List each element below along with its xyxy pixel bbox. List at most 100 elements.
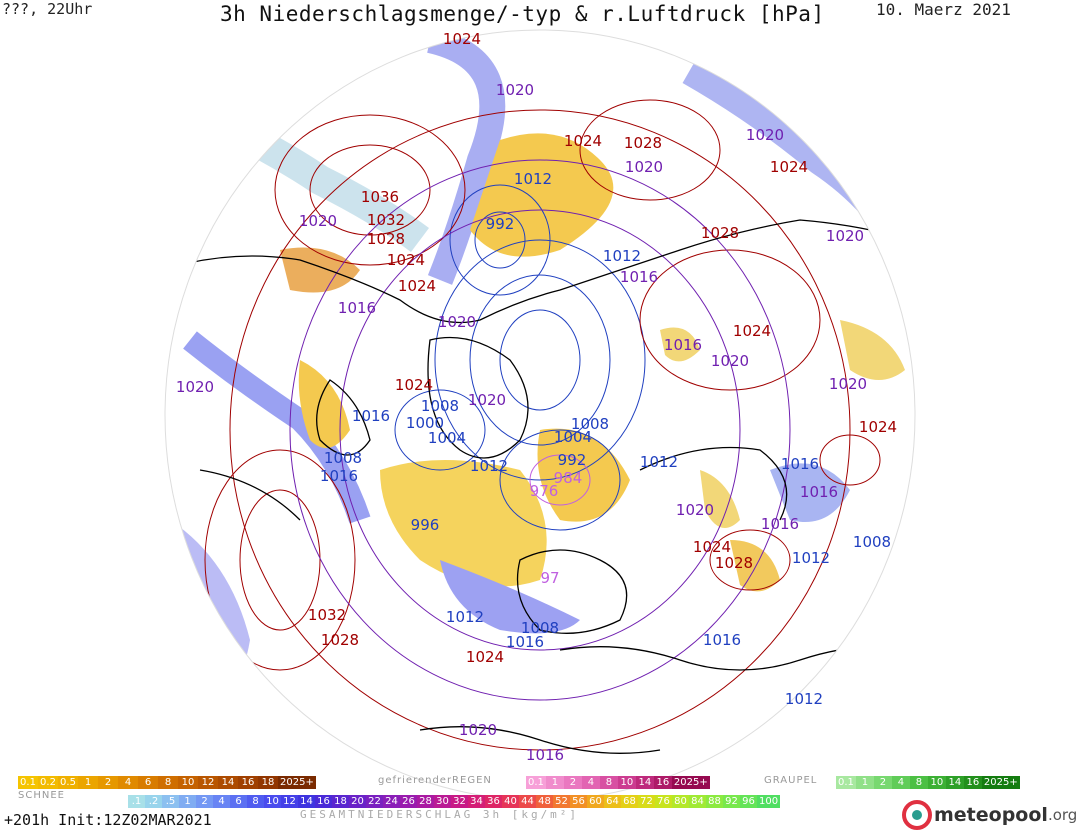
legend-swatch: .1 <box>128 795 145 808</box>
valid-time-label: ???, 22Uhr <box>2 0 93 18</box>
isobar-label: 1016 <box>620 268 658 286</box>
isobar-label: 1020 <box>438 313 476 331</box>
isobar-label: 1008 <box>521 619 559 637</box>
legend-swatch: 18 <box>332 795 349 808</box>
isobar-label: 1024 <box>443 30 481 48</box>
legend-swatch: 8 <box>247 795 264 808</box>
isobar-label: 97 <box>540 569 559 587</box>
isobar-label: 1008 <box>853 533 891 551</box>
legend-swatch: 1 <box>78 776 98 789</box>
legend-swatch: 2 <box>196 795 213 808</box>
isobar-label: 1012 <box>603 247 641 265</box>
legend-swatch: 8 <box>599 776 618 789</box>
legend-swatch: .5 <box>162 795 179 808</box>
legend-swatch: 1 <box>855 776 874 789</box>
isobar-label: 1020 <box>176 378 214 396</box>
isobar-label: 1020 <box>459 721 497 739</box>
legend-swatch: 6 <box>230 795 247 808</box>
isobar-label: 1020 <box>711 352 749 370</box>
legend-swatch: 8 <box>158 776 178 789</box>
legend-swatch: 26 <box>400 795 417 808</box>
isobar-label: 1000 <box>406 414 444 432</box>
freezing-rain-legend-caption: gefrierenderREGEN <box>378 775 492 786</box>
legend-swatch: 10 <box>178 776 198 789</box>
isobar-label: 992 <box>558 451 587 469</box>
legend-swatch: 10 <box>264 795 281 808</box>
isobar-label: 1020 <box>829 375 867 393</box>
legend-swatch: 18 <box>258 776 278 789</box>
isobar-label: 1004 <box>428 429 466 447</box>
isobar-label: 992 <box>486 215 515 233</box>
legend-swatch: 10 <box>617 776 636 789</box>
total-precipitation-caption: GESAMTNIEDERSCHLAG 3h [kg/m²] <box>300 808 580 821</box>
legend-swatch: 40 <box>502 795 519 808</box>
isobar-label: 1020 <box>676 501 714 519</box>
legend-swatch: 16 <box>653 776 672 789</box>
legend-swatch: 12 <box>281 795 298 808</box>
isobar-label: 1012 <box>640 453 678 471</box>
legend-swatch: 0.1 <box>526 776 546 789</box>
legend-swatch: 6 <box>138 776 158 789</box>
isobar-label: 1028 <box>715 554 753 572</box>
isobar-label: 1028 <box>624 134 662 152</box>
isobar-label: 1016 <box>338 299 376 317</box>
graupel-legend-caption: GRAUPEL <box>764 775 818 786</box>
legend-swatch: 0.5 <box>58 776 78 789</box>
isobar-label: 1008 <box>421 397 459 415</box>
legend-swatch: 84 <box>689 795 706 808</box>
legend-swatch: 2025+ <box>278 776 316 789</box>
isobar-label: 1004 <box>554 428 592 446</box>
legend-swatch: 60 <box>587 795 604 808</box>
legend-swatch: 14 <box>298 795 315 808</box>
isobar-label: 1016 <box>664 336 702 354</box>
legend-swatch: 2 <box>563 776 582 789</box>
isobar-label: 1012 <box>785 690 823 708</box>
legend-swatch: 100 <box>757 795 781 808</box>
init-time: +201h Init:12Z02MAR2021 <box>4 811 212 829</box>
isobar-label: 1012 <box>514 170 552 188</box>
legend-swatch: 2025+ <box>671 776 710 789</box>
legend-swatch: 28 <box>417 795 434 808</box>
legend-swatch: 56 <box>570 795 587 808</box>
isobar-label: 1016 <box>320 467 358 485</box>
isobar-label: 1016 <box>526 746 564 764</box>
isobar-label: 1024 <box>395 376 433 394</box>
legend-swatch: 10 <box>927 776 946 789</box>
isobar-label: 1016 <box>703 631 741 649</box>
isobar-label: 1008 <box>571 415 609 433</box>
legend-swatch: 68 <box>621 795 638 808</box>
isobar-label: 1024 <box>733 322 771 340</box>
isobar-label: 1020 <box>496 81 534 99</box>
isobar-label: 1008 <box>324 449 362 467</box>
meteopool-logo[interactable]: meteopool .org <box>902 800 1077 830</box>
legend-swatch: 4 <box>213 795 230 808</box>
isobar-label: 1020 <box>468 391 506 409</box>
isobar-label: 1024 <box>859 418 897 436</box>
legend-swatch: 20 <box>349 795 366 808</box>
legend-swatch: 88 <box>706 795 723 808</box>
legend-swatch: 2 <box>873 776 892 789</box>
isobar-label: 1036 <box>361 188 399 206</box>
legend-swatch: 0.2 <box>38 776 58 789</box>
legend-swatch: 4 <box>118 776 138 789</box>
isobar-label: 1020 <box>625 158 663 176</box>
isobar-label: 984 <box>554 469 583 487</box>
legend-swatch: 22 <box>366 795 383 808</box>
isobar-label: 1024 <box>398 277 436 295</box>
isobar-label: 1016 <box>761 515 799 533</box>
isobar-label: 1024 <box>770 158 808 176</box>
legend-swatch: 2 <box>98 776 118 789</box>
isobar-label: 1020 <box>826 227 864 245</box>
total-precipitation-legend: .1.2.5 1 2 4 6 8 10 12 14 16 18 20 22 24 26 28 30 32 34 36 4… <box>128 795 781 808</box>
isobar-lines <box>204 99 881 751</box>
isobar-label: 976 <box>530 482 559 500</box>
snow-legend-caption: SCHNEE <box>18 790 65 801</box>
meteopool-logo-icon <box>902 800 932 830</box>
isobar-label: 1020 <box>299 212 337 230</box>
isobar-label: 1016 <box>352 407 390 425</box>
isobar-label: 1016 <box>781 455 819 473</box>
legend-swatch: 2025+ <box>981 776 1020 789</box>
legend-swatch: 24 <box>383 795 400 808</box>
legend-swatch: 16 <box>315 795 332 808</box>
